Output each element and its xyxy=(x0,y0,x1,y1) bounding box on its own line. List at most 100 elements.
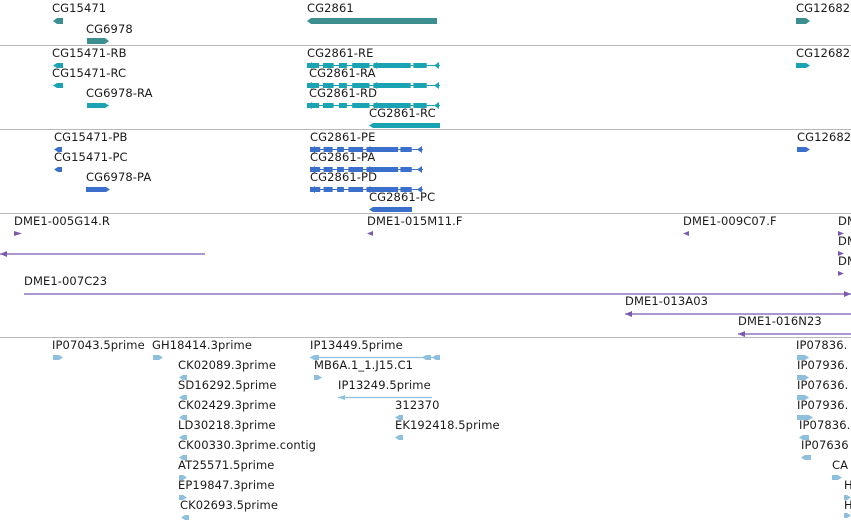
track-divider[interactable] xyxy=(0,45,851,46)
gene-label[interactable]: CG6978 xyxy=(86,22,133,36)
est-glyph[interactable] xyxy=(179,395,187,400)
protein-glyph[interactable] xyxy=(54,147,62,152)
protein-glyph[interactable] xyxy=(369,207,412,212)
est-label[interactable]: IP07836. xyxy=(796,338,848,352)
est-glyph[interactable] xyxy=(395,435,403,440)
transcript-label[interactable]: CG6978-RA xyxy=(86,86,153,100)
clone-label[interactable]: DME1-009C07.F xyxy=(683,214,777,228)
est-glyph[interactable] xyxy=(179,475,187,480)
clone-label[interactable]: DM xyxy=(838,234,851,248)
est-glyph[interactable] xyxy=(179,455,187,460)
est-label[interactable]: CK02089.3prime xyxy=(178,358,277,372)
clone-glyph[interactable] xyxy=(24,291,851,297)
transcript-glyph[interactable] xyxy=(369,123,440,128)
clone-label[interactable]: DME1-013A03 xyxy=(625,294,709,308)
est-label[interactable]: IP13449.5prime xyxy=(310,338,403,352)
clone-glyph[interactable] xyxy=(0,251,205,257)
est-glyph[interactable] xyxy=(844,513,851,518)
est-glyph[interactable] xyxy=(799,435,809,440)
gene-glyph[interactable] xyxy=(796,18,810,24)
clone-glyph[interactable] xyxy=(367,231,373,236)
est-label[interactable]: AT25571.5prime xyxy=(178,458,275,472)
clone-label[interactable]: DME1-015M11.F xyxy=(367,214,463,228)
clone-label[interactable]: DME1-016N23 xyxy=(738,314,822,328)
est-glyph[interactable] xyxy=(338,395,432,400)
est-glyph[interactable] xyxy=(179,495,187,500)
est-glyph[interactable] xyxy=(797,415,813,420)
est-label[interactable]: IP07636. xyxy=(797,378,849,392)
gene-glyph[interactable] xyxy=(87,38,109,44)
est-glyph[interactable] xyxy=(153,355,163,360)
protein-label[interactable]: CG6978-PA xyxy=(86,170,152,184)
gene-glyph[interactable] xyxy=(53,18,63,24)
clone-label[interactable]: DM xyxy=(838,214,851,228)
transcript-glyph[interactable] xyxy=(307,62,440,69)
transcript-glyph[interactable] xyxy=(53,63,63,68)
transcript-label[interactable]: CG2861-RA xyxy=(309,66,376,80)
track-divider[interactable] xyxy=(0,337,851,338)
clone-label[interactable]: DME1-005G14.R xyxy=(14,214,110,228)
clone-glyph[interactable] xyxy=(683,231,689,236)
est-glyph[interactable] xyxy=(310,355,440,360)
gene-glyph[interactable] xyxy=(307,18,437,24)
protein-label[interactable]: CG2861-PE xyxy=(310,130,376,144)
protein-glyph[interactable] xyxy=(86,187,110,192)
est-glyph[interactable] xyxy=(797,395,809,400)
est-glyph[interactable] xyxy=(801,455,811,460)
est-label[interactable]: IP07636 xyxy=(801,438,849,452)
transcript-label[interactable]: CG2861-RD xyxy=(309,86,378,100)
transcript-label[interactable]: CG2861-RE xyxy=(307,46,374,60)
track-divider[interactable] xyxy=(0,129,851,130)
est-label[interactable]: EP19847.3prime xyxy=(178,478,275,492)
gene-label[interactable]: CG2861 xyxy=(307,1,354,15)
transcript-label[interactable]: CG15471-RC xyxy=(52,66,127,80)
est-glyph[interactable] xyxy=(832,475,842,480)
est-label[interactable]: CK00330.3prime.contig xyxy=(178,438,317,452)
gene-label[interactable]: CG12682 xyxy=(796,1,851,15)
est-glyph[interactable] xyxy=(395,415,403,420)
transcript-label[interactable]: CG15471-RB xyxy=(52,46,127,60)
est-label[interactable]: H xyxy=(844,498,851,512)
est-label[interactable]: H xyxy=(844,478,851,492)
transcript-label[interactable]: CG2861-RC xyxy=(369,106,436,120)
clone-glyph[interactable] xyxy=(838,271,844,276)
est-label[interactable]: MB6A.1_1.J15.C1 xyxy=(314,358,414,372)
est-label[interactable]: 312370 xyxy=(395,398,440,412)
clone-glyph[interactable] xyxy=(838,251,844,256)
track-divider[interactable] xyxy=(0,213,851,214)
protein-label[interactable]: CG2861-PA xyxy=(310,150,376,164)
transcript-glyph[interactable] xyxy=(87,103,109,108)
est-glyph[interactable] xyxy=(179,435,187,440)
transcript-glyph[interactable] xyxy=(307,102,440,109)
clone-glyph[interactable] xyxy=(838,231,844,236)
est-glyph[interactable] xyxy=(314,375,322,380)
est-label[interactable]: SD16292.5prime xyxy=(178,378,277,392)
est-glyph[interactable] xyxy=(797,375,809,380)
clone-glyph[interactable] xyxy=(625,311,851,317)
protein-glyph[interactable] xyxy=(310,146,423,153)
est-glyph[interactable] xyxy=(53,355,63,360)
est-label[interactable]: LD30218.3prime xyxy=(178,418,276,432)
est-label[interactable]: IP13249.5prime xyxy=(338,378,431,392)
protein-glyph[interactable] xyxy=(310,166,423,173)
est-label[interactable]: CA xyxy=(832,458,849,472)
gene-label[interactable]: CG15471 xyxy=(52,1,107,15)
est-label[interactable]: IP07936. xyxy=(797,398,849,412)
protein-glyph[interactable] xyxy=(310,186,423,193)
est-glyph[interactable] xyxy=(179,375,187,380)
est-label[interactable]: CK02429.3prime xyxy=(178,398,277,412)
est-glyph[interactable] xyxy=(179,415,187,420)
est-label[interactable]: IP07043.5prime xyxy=(52,338,145,352)
clone-glyph[interactable] xyxy=(738,331,851,337)
protein-label[interactable]: CG12682 xyxy=(797,130,851,144)
protein-glyph[interactable] xyxy=(54,167,62,172)
transcript-label[interactable]: CG12682 xyxy=(796,46,851,60)
clone-label[interactable]: DME1-007C23 xyxy=(24,274,108,288)
transcript-glyph[interactable] xyxy=(53,83,63,88)
clone-label[interactable]: DM xyxy=(838,254,851,268)
protein-label[interactable]: CG15471-PC xyxy=(54,150,128,164)
est-label[interactable]: IP07936. xyxy=(797,358,849,372)
protein-label[interactable]: CG2861-PD xyxy=(310,170,378,184)
clone-glyph[interactable] xyxy=(14,231,22,236)
est-glyph[interactable] xyxy=(797,355,809,360)
